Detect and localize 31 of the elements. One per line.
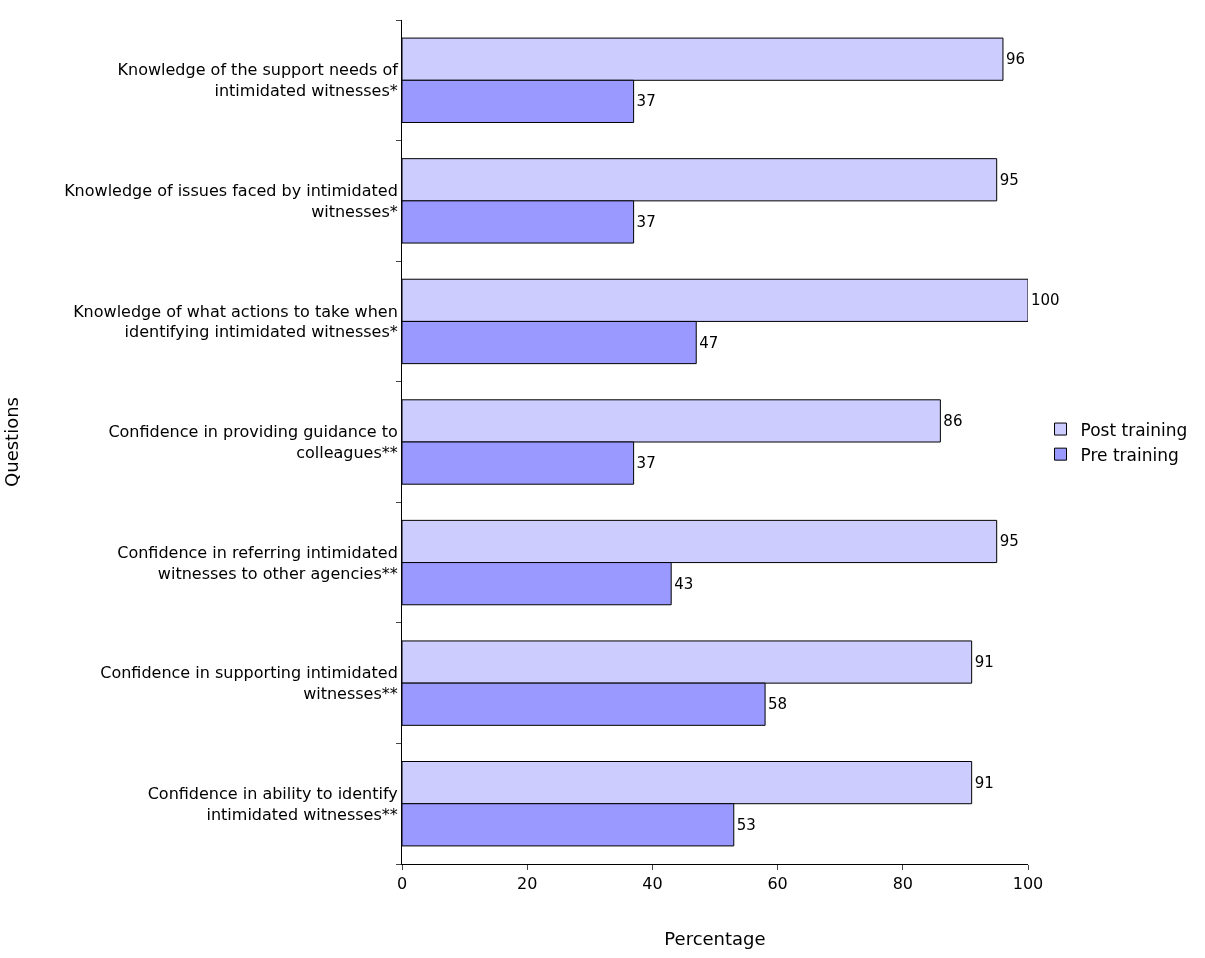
data-label: 37 (636, 454, 656, 473)
x-tick-label: 60 (767, 874, 788, 894)
data-label: 91 (974, 653, 994, 672)
legend-label: Post training (1080, 419, 1188, 440)
data-label: 47 (699, 333, 719, 352)
x-axis-title: Percentage (664, 928, 766, 950)
data-label: 86 (943, 411, 963, 430)
y-tick-label: Confidence in referring intimidated witnesses to other agencies** (117, 542, 398, 583)
y-tick-label: Confidence in ability to identify intimidated witnesses** (147, 783, 398, 824)
data-label: 95 (999, 532, 1019, 551)
x-tick-label: 0 (396, 874, 408, 894)
y-tick-label: Confidence in supporting intimidated witnesses** (100, 663, 398, 704)
legend-label: Pre training (1080, 444, 1179, 465)
x-tick-label: 40 (642, 874, 663, 894)
data-label: 37 (636, 92, 656, 111)
data-label: 37 (636, 212, 656, 231)
data-label: 53 (736, 815, 756, 834)
y-tick-label: Knowledge of what actions to take when identifying intimidated witnesses* (73, 301, 398, 342)
y-axis-title: Questions (1, 397, 23, 487)
data-label: 96 (1005, 50, 1026, 69)
y-tick-label: Knowledge of issues faced by intimidated witnesses* (64, 181, 398, 221)
data-label: 100 (1031, 291, 1060, 310)
data-label: 58 (768, 695, 788, 714)
x-tick-label: 100 (1012, 874, 1044, 894)
y-tick-label: Knowledge of the support needs of intimidated witnesses* (117, 60, 399, 101)
y-tick-label: Confidence in providing guidance to colleagues** (108, 422, 398, 462)
x-tick-label: 20 (517, 874, 538, 894)
x-tick-label: 80 (892, 874, 913, 894)
data-label: 91 (974, 773, 994, 792)
data-label: 95 (999, 170, 1019, 189)
data-label: 43 (674, 574, 694, 593)
